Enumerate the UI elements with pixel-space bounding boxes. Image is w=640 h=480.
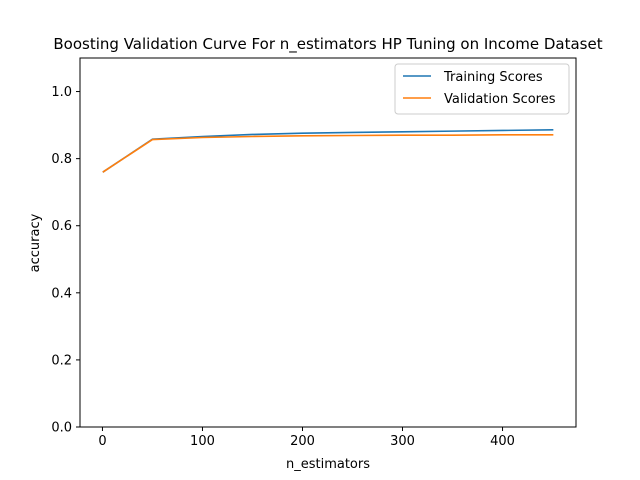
x-tick-label: 300 bbox=[390, 434, 415, 449]
x-axis-label: n_estimators bbox=[286, 457, 370, 472]
y-tick-label: 0.0 bbox=[51, 421, 72, 436]
y-axis-label: accuracy bbox=[28, 213, 43, 272]
axes-frame bbox=[79, 57, 577, 428]
x-tick-label: 0 bbox=[98, 434, 106, 449]
plot-area: 0 100 200 300 400 0.0 0.2 0.4 0.6 0.8 1.0 bbox=[51, 57, 577, 449]
x-tick-label: 400 bbox=[490, 434, 515, 449]
series-line-validation-scores bbox=[102, 134, 554, 173]
y-tick-label: 0.6 bbox=[51, 219, 72, 234]
legend-box bbox=[394, 63, 570, 115]
x-tick-label: 200 bbox=[290, 434, 315, 449]
y-tick-label: 0.4 bbox=[51, 286, 72, 301]
legend-label: Training Scores bbox=[443, 70, 543, 85]
x-tick-label: 100 bbox=[190, 434, 215, 449]
y-tick-label: 1.0 bbox=[51, 85, 72, 100]
y-tick-label: 0.8 bbox=[51, 152, 72, 167]
legend-label: Validation Scores bbox=[444, 92, 556, 107]
y-tick-label: 0.2 bbox=[51, 353, 72, 368]
chart-title: Boosting Validation Curve For n_estimato… bbox=[53, 35, 602, 54]
legend: Training Scores Validation Scores bbox=[394, 63, 570, 115]
